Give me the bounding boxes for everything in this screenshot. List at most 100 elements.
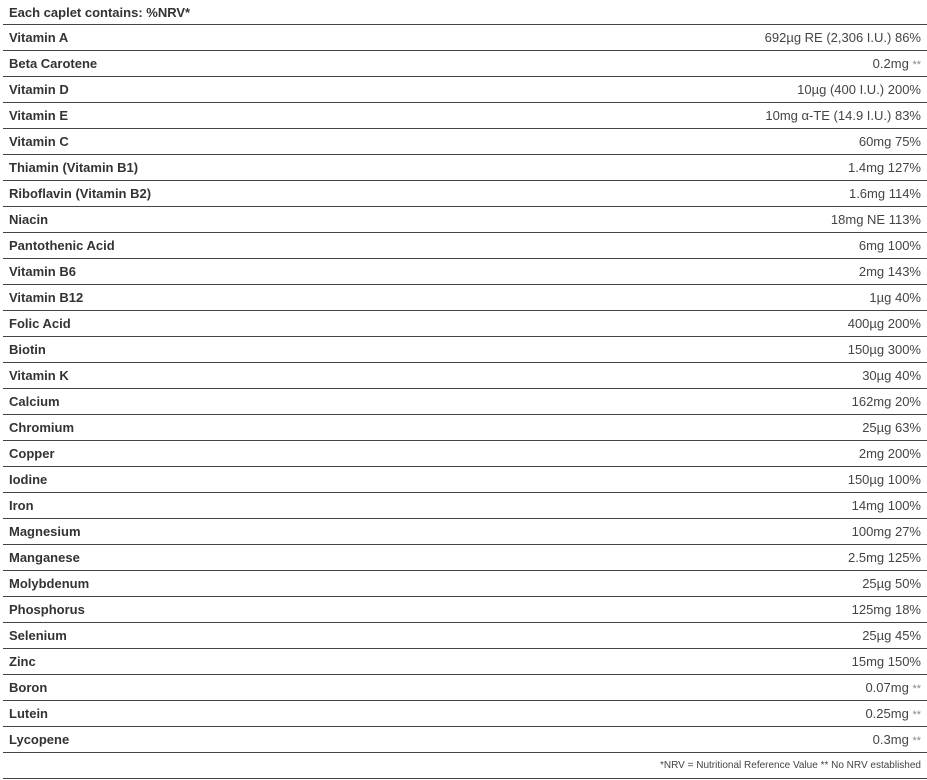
nutrient-name: Vitamin K [3, 362, 445, 389]
amount-value: 25µg 63% [862, 420, 921, 435]
nutrient-amount: 18mg NE 113% [444, 206, 927, 233]
amount-value: 2mg 200% [858, 446, 921, 461]
table-row: Vitamin E 10mg α-TE (14.9 I.U.) 83% [3, 102, 927, 129]
nutrient-amount: 14mg 100% [444, 492, 927, 519]
nutrient-name: Magnesium [3, 518, 445, 545]
nutrient-name: Lycopene [3, 726, 445, 753]
nutrient-amount: 400µg 200% [444, 310, 927, 337]
nutrient-name: Vitamin D [3, 76, 445, 103]
table-row: Selenium 25µg 45% [3, 622, 927, 649]
amount-value: 15mg 150% [851, 654, 921, 669]
nutrient-name: Pantothenic Acid [3, 232, 445, 259]
nutrient-amount: 125mg 18% [444, 596, 927, 623]
nutrient-name: Thiamin (Vitamin B1) [3, 154, 445, 181]
table-row: Vitamin B6 2mg 143% [3, 258, 927, 285]
nutrient-name: Lutein [3, 700, 445, 727]
footnote: *NRV = Nutritional Reference Value ** No… [3, 752, 927, 779]
nutrient-name: Biotin [3, 336, 445, 363]
nutrient-amount: 692µg RE (2,306 I.U.) 86% [444, 24, 927, 51]
nutrient-name: Zinc [3, 648, 445, 675]
nutrient-amount: 0.3mg ** [444, 726, 927, 753]
amount-value: 100mg 27% [851, 524, 921, 539]
nutrient-amount: 10µg (400 I.U.) 200% [444, 76, 927, 103]
nutrient-amount: 15mg 150% [444, 648, 927, 675]
amount-value: 60mg 75% [858, 134, 921, 149]
nutrient-amount: 2mg 143% [444, 258, 927, 285]
nutrient-amount: 1µg 40% [444, 284, 927, 311]
amount-value: 10µg (400 I.U.) 200% [797, 82, 921, 97]
nutrient-name: Calcium [3, 388, 445, 415]
table-row: Vitamin C 60mg 75% [3, 128, 927, 155]
nutrient-name: Iodine [3, 466, 445, 493]
nutrient-amount: 2mg 200% [444, 440, 927, 467]
table-row: Biotin 150µg 300% [3, 336, 927, 363]
amount-value: 30µg 40% [862, 368, 921, 383]
amount-value: 25µg 45% [862, 628, 921, 643]
table-row: Phosphorus 125mg 18% [3, 596, 927, 623]
nutrient-amount: 60mg 75% [444, 128, 927, 155]
nutrient-amount: 0.07mg ** [444, 674, 927, 701]
table-row: Iron 14mg 100% [3, 492, 927, 519]
nutrient-name: Vitamin B6 [3, 258, 445, 285]
nutrient-amount: 150µg 100% [444, 466, 927, 493]
nutrient-name: Beta Carotene [3, 50, 445, 77]
nutrient-amount: 162mg 20% [444, 388, 927, 415]
table-row: Pantothenic Acid 6mg 100% [3, 232, 927, 259]
table-row: Copper 2mg 200% [3, 440, 927, 467]
footnote-row: *NRV = Nutritional Reference Value ** No… [3, 752, 927, 779]
table-row: Boron 0.07mg ** [3, 674, 927, 701]
amount-value: 0.2mg [872, 56, 909, 71]
amount-value: 14mg 100% [851, 498, 921, 513]
table-row: Zinc 15mg 150% [3, 648, 927, 675]
table-header: Each caplet contains: %NRV* [3, 0, 927, 25]
nutrient-name: Molybdenum [3, 570, 445, 597]
nutrient-amount: 0.25mg ** [444, 700, 927, 727]
nutrient-name: Vitamin E [3, 102, 445, 129]
amount-value: 1µg 40% [869, 290, 921, 305]
amount-value: 125mg 18% [851, 602, 921, 617]
nutrient-name: Riboflavin (Vitamin B2) [3, 180, 445, 207]
table-header-row: Each caplet contains: %NRV* [3, 0, 927, 25]
amount-value: 1.6mg 114% [848, 186, 921, 201]
table-row: Lycopene 0.3mg ** [3, 726, 927, 753]
nutrient-name: Phosphorus [3, 596, 445, 623]
nutrient-name: Folic Acid [3, 310, 445, 337]
amount-value: 25µg 50% [862, 576, 921, 591]
table-row: Lutein 0.25mg ** [3, 700, 927, 727]
nutrient-amount: 2.5mg 125% [444, 544, 927, 571]
amount-value: 162mg 20% [851, 394, 921, 409]
nutrient-name: Vitamin B12 [3, 284, 445, 311]
amount-value: 150µg 300% [847, 342, 921, 357]
amount-value: 150µg 100% [847, 472, 921, 487]
nutrient-name: Chromium [3, 414, 445, 441]
table-row: Chromium 25µg 63% [3, 414, 927, 441]
nutrient-amount: 0.2mg ** [444, 50, 927, 77]
table-row: Magnesium 100mg 27% [3, 518, 927, 545]
table-row: Beta Carotene 0.2mg ** [3, 50, 927, 77]
table-row: Folic Acid 400µg 200% [3, 310, 927, 337]
nutrient-name: Iron [3, 492, 445, 519]
table-row: Calcium 162mg 20% [3, 388, 927, 415]
nutrient-amount: 25µg 63% [444, 414, 927, 441]
amount-value: 2.5mg 125% [848, 550, 921, 565]
amount-value: 0.07mg [865, 680, 909, 695]
amount-value: 1.4mg 127% [848, 160, 921, 175]
nutrient-name: Selenium [3, 622, 445, 649]
amount-value: 400µg 200% [847, 316, 921, 331]
amount-value: 2mg 143% [858, 264, 921, 279]
table-row: Manganese 2.5mg 125% [3, 544, 927, 571]
amount-value: 18mg NE 113% [830, 212, 921, 227]
table-row: Vitamin D 10µg (400 I.U.) 200% [3, 76, 927, 103]
nutrient-amount: 1.4mg 127% [444, 154, 927, 181]
amount-value: 0.25mg [865, 706, 909, 721]
table-row: Molybdenum 25µg 50% [3, 570, 927, 597]
table-row: Riboflavin (Vitamin B2) 1.6mg 114% [3, 180, 927, 207]
nutrient-amount: 150µg 300% [444, 336, 927, 363]
amount-value: 10mg α-TE (14.9 I.U.) 83% [765, 108, 921, 123]
nutrient-amount: 10mg α-TE (14.9 I.U.) 83% [444, 102, 927, 129]
nutrient-name: Vitamin A [3, 24, 445, 51]
table-row: Niacin 18mg NE 113% [3, 206, 927, 233]
amount-value: 692µg RE (2,306 I.U.) 86% [764, 30, 921, 45]
table-row: Vitamin A 692µg RE (2,306 I.U.) 86% [3, 24, 927, 51]
no-nrv-marker: ** [912, 709, 921, 721]
